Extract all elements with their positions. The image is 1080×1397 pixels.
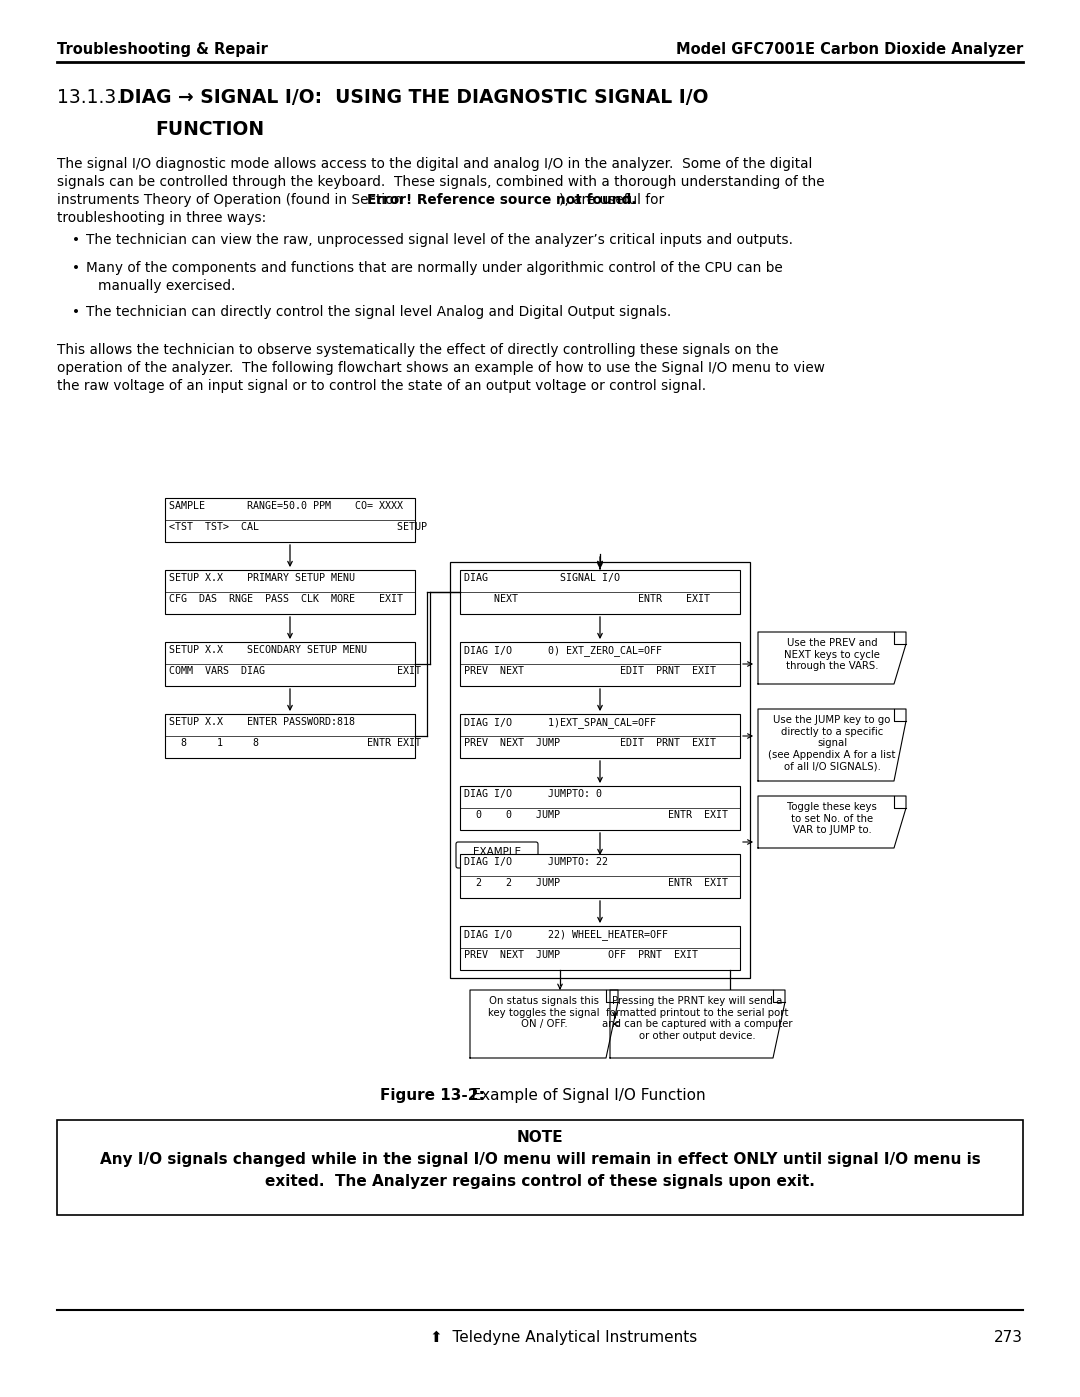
Bar — [165, 643, 415, 686]
Text: PREV  NEXT  JUMP        OFF  PRNT  EXIT: PREV NEXT JUMP OFF PRNT EXIT — [464, 950, 698, 960]
Text: NEXT                    ENTR    EXIT: NEXT ENTR EXIT — [464, 594, 710, 604]
Text: DIAG I/O      1)EXT_SPAN_CAL=OFF: DIAG I/O 1)EXT_SPAN_CAL=OFF — [464, 717, 656, 728]
Text: troubleshooting in three ways:: troubleshooting in three ways: — [57, 211, 267, 225]
Text: Toggle these keys
to set No. of the
VAR to JUMP to.: Toggle these keys to set No. of the VAR … — [787, 802, 877, 835]
Polygon shape — [758, 710, 906, 781]
Polygon shape — [758, 631, 906, 685]
Text: the raw voltage of an input signal or to control the state of an output voltage : the raw voltage of an input signal or to… — [57, 379, 706, 393]
Text: Model GFC7001E Carbon Dioxide Analyzer: Model GFC7001E Carbon Dioxide Analyzer — [676, 42, 1023, 57]
FancyBboxPatch shape — [456, 842, 538, 868]
Text: DIAG → SIGNAL I/O:  USING THE DIAGNOSTIC SIGNAL I/O: DIAG → SIGNAL I/O: USING THE DIAGNOSTIC … — [119, 88, 708, 108]
Text: •: • — [72, 305, 80, 319]
Text: Many of the components and functions that are normally under algorithmic control: Many of the components and functions tha… — [86, 261, 783, 275]
Polygon shape — [610, 990, 785, 1058]
Text: NOTE: NOTE — [516, 1130, 564, 1146]
Text: Use the JUMP key to go
directly to a specific
signal
(see Appendix A for a list
: Use the JUMP key to go directly to a spe… — [768, 715, 895, 771]
Text: FUNCTION: FUNCTION — [156, 120, 265, 138]
Bar — [460, 926, 740, 970]
Text: 13.1.3.: 13.1.3. — [57, 88, 129, 108]
Text: ), are useful for: ), are useful for — [559, 193, 664, 207]
Text: Error! Reference source not found.: Error! Reference source not found. — [367, 193, 636, 207]
Bar — [165, 497, 415, 542]
Text: SETUP X.X    SECONDARY SETUP MENU: SETUP X.X SECONDARY SETUP MENU — [168, 645, 367, 655]
Text: 273: 273 — [994, 1330, 1023, 1345]
Text: Figure 13-2:: Figure 13-2: — [380, 1088, 485, 1104]
Bar — [460, 854, 740, 898]
Text: DIAG I/O      0) EXT_ZERO_CAL=OFF: DIAG I/O 0) EXT_ZERO_CAL=OFF — [464, 645, 662, 657]
Polygon shape — [758, 796, 906, 848]
Text: This allows the technician to observe systematically the effect of directly cont: This allows the technician to observe sy… — [57, 344, 779, 358]
Text: SETUP X.X    PRIMARY SETUP MENU: SETUP X.X PRIMARY SETUP MENU — [168, 573, 355, 583]
Bar — [165, 714, 415, 759]
Text: <TST  TST>  CAL                       SETUP: <TST TST> CAL SETUP — [168, 522, 427, 532]
Text: •: • — [72, 233, 80, 247]
Text: manually exercised.: manually exercised. — [98, 279, 235, 293]
Text: signals can be controlled through the keyboard.  These signals, combined with a : signals can be controlled through the ke… — [57, 175, 825, 189]
Text: The signal I/O diagnostic mode allows access to the digital and analog I/O in th: The signal I/O diagnostic mode allows ac… — [57, 156, 812, 170]
Bar — [165, 570, 415, 615]
Bar — [460, 787, 740, 830]
Text: The technician can directly control the signal level Analog and Digital Output s: The technician can directly control the … — [86, 305, 672, 319]
Text: DIAG            SIGNAL I/O: DIAG SIGNAL I/O — [464, 573, 620, 583]
Text: exited.  The Analyzer regains control of these signals upon exit.: exited. The Analyzer regains control of … — [265, 1173, 815, 1189]
Text: Troubleshooting & Repair: Troubleshooting & Repair — [57, 42, 268, 57]
Text: instruments Theory of Operation (found in Section: instruments Theory of Operation (found i… — [57, 193, 407, 207]
Text: SAMPLE       RANGE=50.0 PPM    CO= XXXX: SAMPLE RANGE=50.0 PPM CO= XXXX — [168, 502, 403, 511]
Text: 2    2    JUMP                  ENTR  EXIT: 2 2 JUMP ENTR EXIT — [464, 877, 728, 888]
Text: PREV  NEXT                EDIT  PRNT  EXIT: PREV NEXT EDIT PRNT EXIT — [464, 666, 716, 676]
Text: CFG  DAS  RNGE  PASS  CLK  MORE    EXIT: CFG DAS RNGE PASS CLK MORE EXIT — [168, 594, 403, 604]
Text: operation of the analyzer.  The following flowchart shows an example of how to u: operation of the analyzer. The following… — [57, 360, 825, 374]
Bar — [460, 570, 740, 615]
Text: DIAG I/O      JUMPTO: 22: DIAG I/O JUMPTO: 22 — [464, 856, 608, 868]
Bar — [450, 562, 750, 978]
Text: EXAMPLE: EXAMPLE — [473, 847, 521, 856]
Text: 0    0    JUMP                  ENTR  EXIT: 0 0 JUMP ENTR EXIT — [464, 810, 728, 820]
Text: DIAG I/O      JUMPTO: 0: DIAG I/O JUMPTO: 0 — [464, 789, 602, 799]
Text: Use the PREV and
NEXT keys to cycle
through the VARS.: Use the PREV and NEXT keys to cycle thro… — [784, 638, 880, 671]
Bar — [57, 1120, 1023, 1215]
Text: Pressing the PRNT key will send a
formatted printout to the serial port
and can : Pressing the PRNT key will send a format… — [602, 996, 793, 1041]
Text: Example of Signal I/O Function: Example of Signal I/O Function — [453, 1088, 705, 1104]
Text: PREV  NEXT  JUMP          EDIT  PRNT  EXIT: PREV NEXT JUMP EDIT PRNT EXIT — [464, 738, 716, 747]
Text: 8     1     8                  ENTR EXIT: 8 1 8 ENTR EXIT — [168, 738, 421, 747]
Bar — [460, 714, 740, 759]
Text: DIAG I/O      22) WHEEL_HEATER=OFF: DIAG I/O 22) WHEEL_HEATER=OFF — [464, 929, 669, 940]
Text: Any I/O signals changed while in the signal I/O menu will remain in effect ONLY : Any I/O signals changed while in the sig… — [99, 1153, 981, 1166]
Text: ⬆  Teledyne Analytical Instruments: ⬆ Teledyne Analytical Instruments — [430, 1330, 698, 1345]
Text: On status signals this
key toggles the signal
ON / OFF.: On status signals this key toggles the s… — [488, 996, 599, 1030]
Bar — [460, 643, 740, 686]
Text: COMM  VARS  DIAG                      EXIT: COMM VARS DIAG EXIT — [168, 666, 421, 676]
Text: SETUP X.X    ENTER PASSWORD:818: SETUP X.X ENTER PASSWORD:818 — [168, 717, 355, 726]
Text: The technician can view the raw, unprocessed signal level of the analyzer’s crit: The technician can view the raw, unproce… — [86, 233, 793, 247]
Text: •: • — [72, 261, 80, 275]
Polygon shape — [470, 990, 618, 1058]
